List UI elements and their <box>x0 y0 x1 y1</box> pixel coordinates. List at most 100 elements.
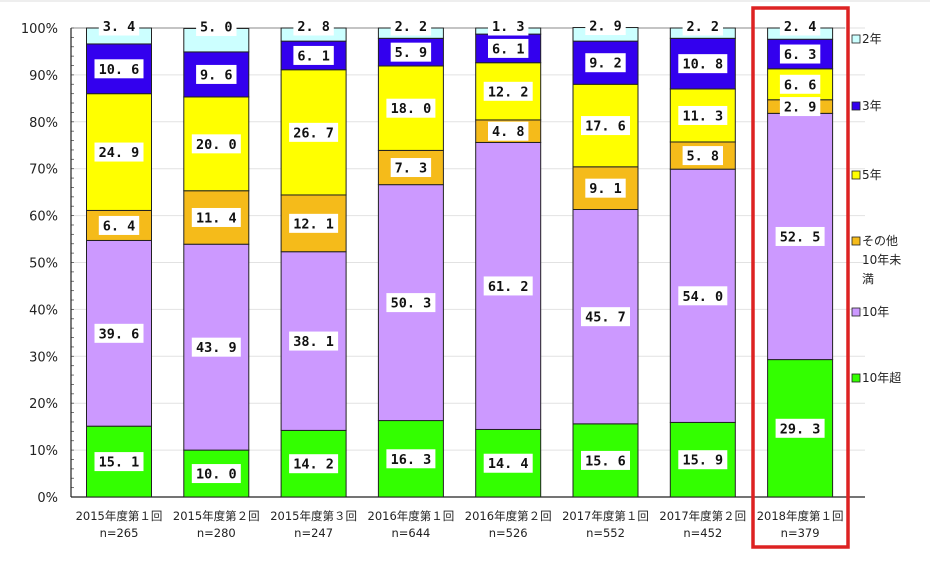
x-category-label: 2017年度第１回 <box>562 509 649 523</box>
x-category-label: 2015年度第２回 <box>173 509 260 523</box>
legend-item: 5年 <box>851 168 882 182</box>
data-label: 2. 9 <box>784 100 817 116</box>
data-label: 7. 3 <box>395 161 428 177</box>
legend-item: 10年 <box>851 305 889 319</box>
y-tick-label: 40% <box>29 303 58 318</box>
bar-4: 14. 4 61. 2 4. 8 12. 2 6. 1 1. 3 <box>475 16 542 498</box>
x-category-label: 2015年度第３回 <box>270 509 357 523</box>
y-tick-label: 10% <box>29 444 58 459</box>
data-label: 5. 0 <box>200 19 233 35</box>
y-tick-label: 70% <box>29 163 58 178</box>
data-label: 52. 5 <box>780 229 821 245</box>
x-sample-size: n=265 <box>100 526 139 540</box>
bar-0: 15. 1 39. 6 6. 4 24. 9 10. 6 3. 4 <box>86 16 152 498</box>
data-label: 4. 8 <box>492 124 525 140</box>
data-label: 9. 2 <box>589 56 622 72</box>
y-tick-label: 30% <box>29 350 58 365</box>
data-label: 38. 1 <box>293 334 334 350</box>
data-label: 45. 7 <box>585 310 626 326</box>
data-label: 15. 6 <box>585 453 626 469</box>
data-label: 14. 2 <box>293 457 334 473</box>
bar-3: 16. 3 50. 3 7. 3 18. 0 5. 9 2. 2 <box>377 16 444 498</box>
legend-swatch <box>851 170 861 180</box>
data-label: 3. 4 <box>103 19 136 35</box>
data-label: 15. 9 <box>682 453 723 469</box>
data-label: 9. 1 <box>589 181 622 197</box>
data-label: 15. 1 <box>99 455 140 471</box>
data-label: 43. 9 <box>196 340 237 356</box>
x-sample-size: n=379 <box>781 526 820 540</box>
legend-swatch <box>851 373 861 383</box>
data-label: 16. 3 <box>391 452 432 468</box>
bar-2: 14. 2 38. 1 12. 1 26. 7 6. 1 2. 8 <box>280 16 347 498</box>
data-label: 2. 9 <box>589 19 622 35</box>
data-label: 5. 8 <box>687 149 720 165</box>
data-label: 6. 1 <box>297 48 330 64</box>
legend-swatch <box>851 307 861 317</box>
legend-label: 満 <box>862 272 874 286</box>
legend-label: 10年 <box>862 305 889 319</box>
data-label: 17. 6 <box>585 119 626 135</box>
bar-7: 29. 3 52. 5 2. 9 6. 6 6. 3 2. 4 <box>767 16 834 498</box>
bars: 15. 1 39. 6 6. 4 24. 9 10. 6 3. 4 10. 0 43. 9 11… <box>86 16 834 498</box>
legend-swatch <box>851 34 861 44</box>
data-label: 6. 3 <box>784 47 817 63</box>
data-label: 11. 4 <box>196 210 237 226</box>
y-tick-label: 0% <box>37 491 58 506</box>
data-label: 11. 3 <box>682 108 723 124</box>
data-label: 10. 6 <box>99 62 140 78</box>
top-border <box>0 0 930 2</box>
data-label: 10. 8 <box>682 57 723 73</box>
data-label: 61. 2 <box>488 279 529 295</box>
data-label: 24. 9 <box>99 145 140 161</box>
y-tick-label: 80% <box>29 116 58 131</box>
data-label: 20. 0 <box>196 137 237 153</box>
data-label: 29. 3 <box>780 421 821 437</box>
data-label: 2. 2 <box>395 19 428 35</box>
y-tick-label: 100% <box>21 22 58 37</box>
legend-item: 10年超 <box>851 370 901 385</box>
legend-label: 10年超 <box>862 370 901 385</box>
highlight-box <box>751 6 850 549</box>
x-axis: 2015年度第１回 n=265 2015年度第２回 n=280 2015年度第３回 n=2… <box>76 509 844 540</box>
data-label: 2. 4 <box>784 19 817 35</box>
legend-label: 10年未 <box>862 253 901 267</box>
y-tick-label: 20% <box>29 397 58 412</box>
x-sample-size: n=247 <box>294 526 333 540</box>
legend-swatch <box>851 236 861 246</box>
data-label: 2. 8 <box>297 19 330 35</box>
data-label: 39. 6 <box>99 326 140 342</box>
data-label: 12. 1 <box>293 216 334 232</box>
x-category-label: 2015年度第１回 <box>76 509 163 523</box>
x-sample-size: n=644 <box>391 526 430 540</box>
data-label: 5. 9 <box>395 45 428 61</box>
y-tick-label: 50% <box>29 257 58 272</box>
legend-item: 2年 <box>851 32 882 46</box>
data-label: 1. 3 <box>492 19 525 35</box>
y-tick-label: 60% <box>29 210 58 225</box>
data-label: 10. 0 <box>196 467 237 483</box>
data-label: 50. 3 <box>391 296 432 312</box>
x-category-label: 2018年度第１回 <box>757 509 844 523</box>
data-label: 2. 2 <box>687 19 720 35</box>
y-tick-label: 90% <box>29 69 58 84</box>
bar-6: 15. 9 54. 0 5. 8 11. 3 10. 8 2. 2 <box>669 16 736 498</box>
data-label: 14. 4 <box>488 456 529 472</box>
x-sample-size: n=552 <box>586 526 625 540</box>
data-label: 9. 6 <box>200 67 233 83</box>
legend-item: 3年 <box>851 99 882 113</box>
data-label: 6. 4 <box>103 218 136 234</box>
x-category-label: 2016年度第１回 <box>368 509 455 523</box>
data-label: 26. 7 <box>293 125 334 141</box>
data-label: 18. 0 <box>391 101 432 117</box>
x-category-label: 2017年度第２回 <box>659 509 746 523</box>
x-sample-size: n=452 <box>683 526 722 540</box>
legend-label: 3年 <box>862 99 882 113</box>
bar-1: 10. 0 43. 9 11. 4 20. 0 9. 6 5. 0 <box>183 16 250 498</box>
legend-label: 5年 <box>862 168 882 182</box>
x-sample-size: n=280 <box>197 526 236 540</box>
data-label: 12. 2 <box>488 84 529 100</box>
